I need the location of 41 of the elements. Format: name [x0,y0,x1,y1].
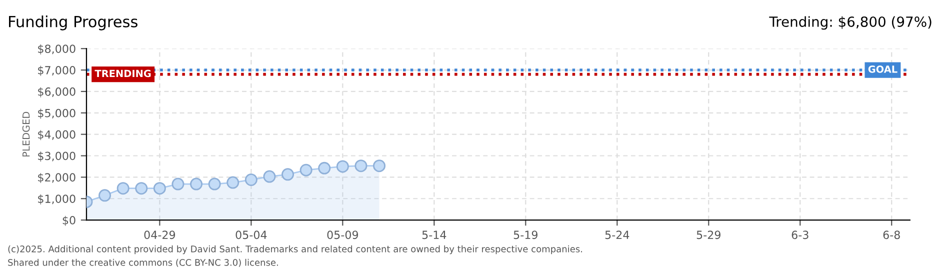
point [153,182,166,195]
x-tick-label: 5-24 [605,230,630,240]
point [318,162,331,174]
point [354,160,368,172]
x-tick-label: 6-8 [883,230,900,240]
point [98,189,112,202]
y-tick-label: $2,000 [38,172,76,184]
point [208,178,221,190]
x-tick-label: 6-3 [792,230,808,240]
y-tick-label: $6,000 [38,87,76,98]
x-tick-label: 05-04 [236,230,267,240]
y-axis-title: PLEDGED [22,112,30,156]
point [244,174,258,186]
ref-line-label: TRENDING [94,70,151,78]
point [135,182,148,195]
point [263,170,276,183]
y-tick-label: $3,000 [38,152,76,162]
chart-title: Funding Progress [9,16,138,30]
text: Shared under the creative commons (CC BY-NC 3.0) license. [8,258,278,267]
ref-line-label: GOAL [868,66,898,73]
x-tick-label: 05-09 [327,230,358,240]
x-tick-label: 5-29 [696,230,720,240]
y-tick-label: $5,000 [38,108,76,119]
point [373,160,386,172]
chart-subtitle: Trending: $6,800 (97%) [769,16,932,30]
point [116,182,130,195]
point [282,168,294,181]
x-tick-label: 5-14 [422,230,446,240]
x-tick-label: 04-29 [144,230,176,240]
text: (c)2025. Additional content provided by David Sant. Trademarks and related content are owned by their respective companies. [8,245,582,254]
y-tick-label: $8,000 [38,44,76,54]
point [226,176,240,189]
point [172,178,184,190]
y-tick-label: $7,000 [38,66,76,76]
point [336,160,349,173]
y-tick-label: $1,000 [38,194,76,204]
y-tick-label: $0 [62,216,76,226]
point [300,164,312,176]
point [190,178,203,190]
x-tick-label: 5-19 [514,230,538,240]
y-tick-label: $4,000 [38,130,76,140]
